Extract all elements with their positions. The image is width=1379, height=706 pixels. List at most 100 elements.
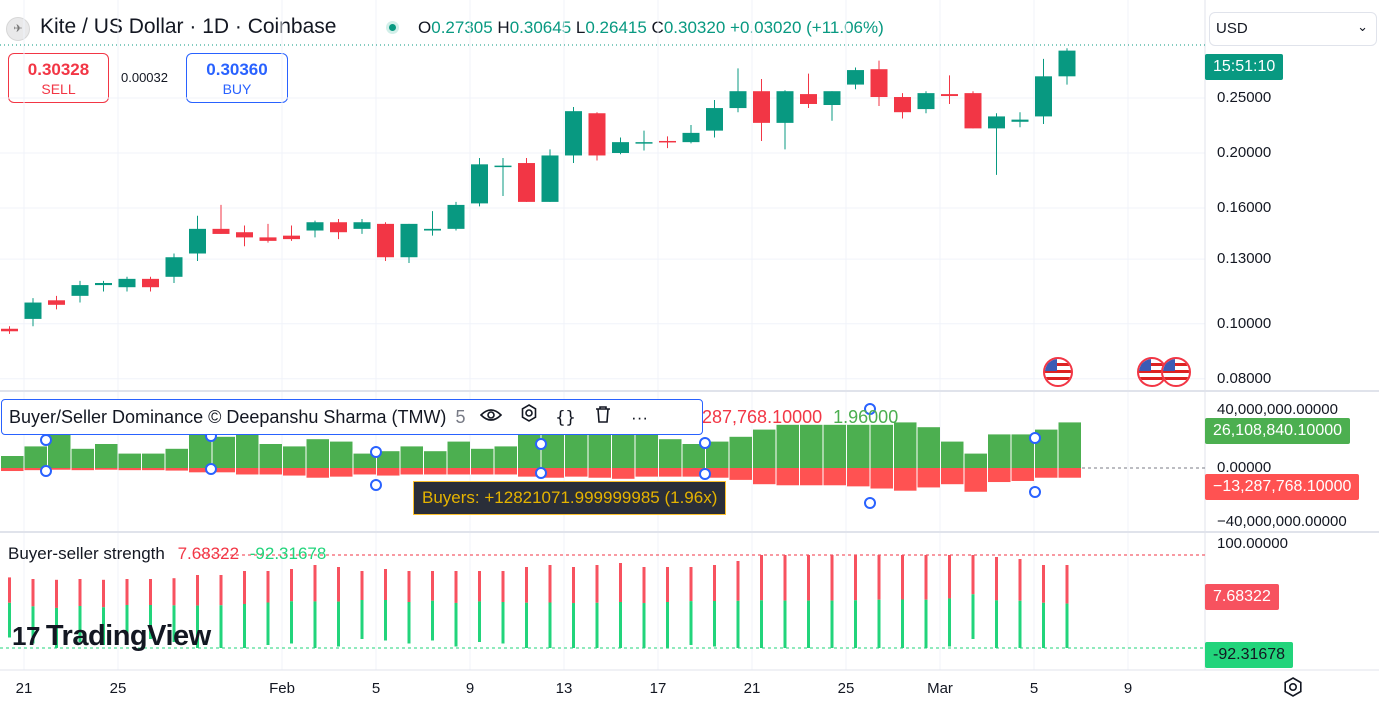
- chevron-down-icon: ⌄: [1357, 19, 1368, 34]
- strength-buyer-bar: [360, 600, 364, 639]
- strength-buyer-bar: [642, 603, 646, 648]
- time-axis-label: 21: [15, 680, 33, 697]
- buy-label: BUY: [222, 81, 252, 97]
- dominance-sell-bar: [95, 468, 118, 470]
- settings-icon[interactable]: [518, 401, 540, 435]
- strength-seller-bar: [55, 579, 58, 608]
- strength-buyer-bar: [196, 605, 199, 648]
- us-flag-event-icon[interactable]: [1043, 357, 1073, 387]
- time-axis-label: 21: [743, 680, 761, 697]
- dominance-sell-bar: [541, 468, 564, 478]
- strength-seller-bar: [689, 567, 693, 602]
- strength-seller-bar: [1042, 565, 1045, 603]
- dominance-sell-bar: [353, 468, 376, 475]
- time-axis-label: 9: [1123, 680, 1133, 697]
- dominance-axis-bottom: −40,000,000.00000: [1217, 513, 1347, 530]
- strength-seller-bar: [243, 571, 246, 604]
- dominance-buy-bar: [48, 434, 71, 468]
- sell-label: SELL: [41, 81, 76, 97]
- dominance-sell-bar: [800, 468, 823, 486]
- candle-body: [706, 108, 723, 131]
- dominance-sell-bar: [612, 468, 635, 479]
- strength-buyer-bar: [454, 602, 458, 647]
- strength-buyer-bar: [172, 605, 176, 642]
- buy-button[interactable]: 0.30360 BUY: [186, 53, 288, 103]
- dominance-buy-bar: [400, 446, 423, 468]
- candle-body: [753, 91, 770, 123]
- strength-seller-bar: [901, 555, 904, 600]
- dominance-buy-bar: [306, 439, 329, 468]
- candle-body: [847, 70, 864, 85]
- dominance-buy-bar: [847, 424, 870, 468]
- chart-settings-icon[interactable]: [1282, 676, 1304, 698]
- currency-select[interactable]: USD ⌄: [1209, 12, 1377, 46]
- market-status-icon[interactable]: [386, 21, 399, 34]
- dominance-indicator-name: Buyer/Seller Dominance © Deepanshu Sharm…: [9, 407, 447, 427]
- strength-buyer-bar: [313, 601, 317, 648]
- dominance-buy-bar: [142, 453, 165, 468]
- strength-buyer-bar: [619, 602, 622, 648]
- candle-body: [189, 228, 206, 254]
- marker-circle: [699, 437, 711, 449]
- dominance-buy-bar: [24, 446, 47, 468]
- open-value: 0.27305: [431, 18, 493, 37]
- change-value: +0.03020 (+11.06%): [730, 18, 884, 37]
- strength-seller-bar: [830, 555, 834, 601]
- candle-body: [612, 142, 629, 153]
- candle-body: [800, 94, 817, 104]
- strength-pos-tag: 7.68322: [1205, 584, 1279, 610]
- currency-value: USD: [1216, 20, 1248, 37]
- source-code-icon[interactable]: {}: [555, 408, 576, 428]
- tradingview-wordmark: TradingView: [45, 620, 211, 652]
- us-flag-event-icon[interactable]: [1161, 357, 1191, 387]
- dominance-param: 5: [455, 407, 466, 427]
- dominance-axis-zero: 0.00000: [1217, 459, 1272, 476]
- candle-body: [541, 155, 559, 202]
- dominance-sell-bar: [518, 468, 541, 477]
- trash-icon[interactable]: [592, 401, 614, 435]
- pane-separator[interactable]: [0, 390, 1379, 392]
- dominance-sell-bar: [165, 468, 188, 471]
- strength-seller-bar: [78, 579, 82, 606]
- tradingview-logo[interactable]: 17 TradingView: [12, 620, 211, 653]
- dominance-buy-bar: [494, 446, 517, 468]
- dominance-buy-bar: [95, 444, 118, 468]
- strength-buyer-bar: [924, 599, 928, 648]
- strength-seller-bar: [924, 555, 928, 600]
- candle-body: [682, 132, 700, 143]
- strength-buyer-bar: [431, 600, 434, 641]
- strength-seller-bar: [290, 569, 293, 602]
- kite-logo-icon: ✈: [6, 17, 30, 41]
- strength-buyer-bar: [384, 600, 387, 641]
- strength-seller-bar: [995, 557, 998, 601]
- dominance-sell-bar: [471, 468, 494, 475]
- dominance-sell-bar: [1035, 468, 1058, 478]
- dominance-buy-bar: [71, 448, 94, 468]
- high-label: H: [497, 18, 510, 37]
- chart-title[interactable]: Kite / US Dollar · 1D · Coinbase: [40, 15, 337, 38]
- candle-body: [377, 223, 394, 258]
- dominance-buy-bar: [283, 446, 306, 468]
- eye-icon[interactable]: [480, 401, 503, 435]
- strength-seller-bar: [619, 563, 622, 602]
- dominance-buy-bar: [941, 441, 964, 468]
- dominance-ratio: 1.96000: [833, 407, 899, 427]
- strength-buyer-bar: [830, 600, 834, 648]
- strength-seller-bar: [407, 571, 411, 602]
- time-axis-label: Feb: [269, 680, 295, 697]
- strength-buyer-bar: [243, 604, 246, 648]
- strength-legend[interactable]: Buyer-seller strength 7.68322 -92.31678: [8, 544, 326, 564]
- marker-circle: [40, 465, 52, 477]
- dominance-buy-tag: 26,108,840.10000: [1205, 418, 1351, 444]
- candle-body: [165, 257, 183, 277]
- strength-seller-bar: [313, 565, 317, 602]
- sell-button[interactable]: 0.30328 SELL: [8, 53, 109, 103]
- dominance-sell-bar: [48, 468, 71, 470]
- more-icon[interactable]: ···: [631, 408, 649, 427]
- dominance-sell-bar: [377, 468, 400, 476]
- pane-separator[interactable]: [0, 531, 1379, 533]
- dominance-sell-bar: [635, 468, 658, 477]
- dominance-legend[interactable]: Buyer/Seller Dominance © Deepanshu Sharm…: [1, 399, 703, 435]
- dominance-buy-bar: [917, 427, 940, 468]
